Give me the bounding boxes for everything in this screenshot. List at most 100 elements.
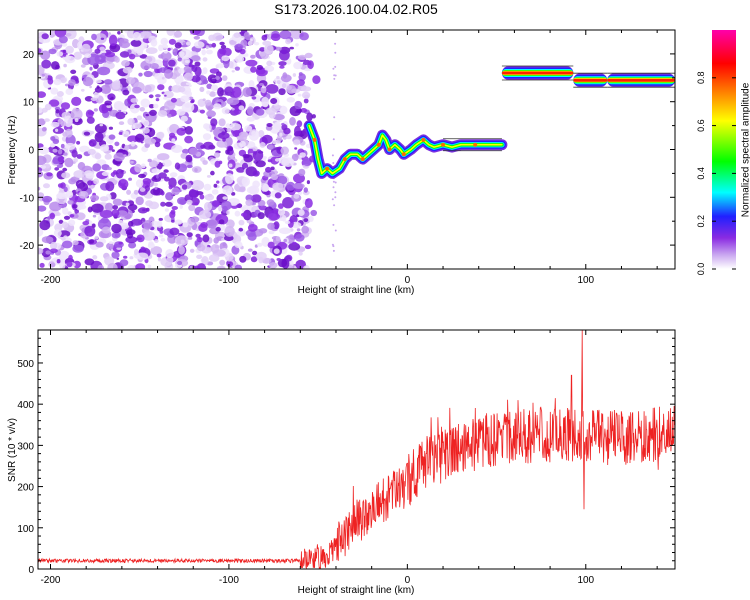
noise-blob xyxy=(334,65,337,68)
noise-blob xyxy=(208,43,213,48)
noise-blob xyxy=(246,116,255,122)
noise-blob xyxy=(281,215,287,222)
noise-blob xyxy=(236,135,244,141)
noise-blob xyxy=(171,138,176,144)
noise-blob xyxy=(311,114,316,119)
noise-blob xyxy=(44,118,50,122)
noise-blob xyxy=(50,87,59,95)
noise-blob xyxy=(118,179,129,189)
noise-blob xyxy=(194,202,199,206)
noise-blob xyxy=(41,107,48,113)
noise-blob xyxy=(68,79,76,86)
noise-blob xyxy=(202,57,208,62)
noise-blob xyxy=(127,144,138,150)
noise-blob xyxy=(73,260,81,269)
noise-blob xyxy=(265,84,279,94)
noise-blob xyxy=(73,51,82,60)
noise-blob xyxy=(108,134,116,140)
noise-blob xyxy=(191,166,202,174)
noise-blob xyxy=(186,90,192,98)
noise-blob xyxy=(94,132,104,143)
figure-title: S173.2026.100.04.02.R05 xyxy=(274,1,438,17)
ridge-point xyxy=(421,137,426,142)
noise-blob xyxy=(85,172,95,179)
noise-blob xyxy=(274,121,281,130)
noise-blob xyxy=(49,30,57,37)
noise-blob xyxy=(292,73,297,77)
noise-blob xyxy=(296,120,303,128)
noise-blob xyxy=(111,209,120,218)
noise-blob xyxy=(47,77,54,85)
colorbar-tick-label: 0.8 xyxy=(696,72,706,85)
noise-blob xyxy=(210,244,220,254)
noise-blob xyxy=(89,66,93,71)
noise-blob xyxy=(89,239,95,244)
noise-blob xyxy=(148,94,154,99)
noise-blob xyxy=(255,108,265,116)
noise-blob xyxy=(127,265,136,269)
noise-blob xyxy=(308,215,314,222)
noise-blob xyxy=(92,255,98,260)
noise-blob xyxy=(224,86,234,96)
noise-blob xyxy=(38,48,42,54)
noise-blob xyxy=(222,242,227,247)
noise-blob xyxy=(245,194,254,202)
noise-blob xyxy=(140,118,145,123)
noise-blob xyxy=(299,33,304,37)
noise-blob xyxy=(216,265,226,269)
noise-blob xyxy=(183,72,193,81)
noise-blob xyxy=(57,156,66,163)
noise-blob xyxy=(134,104,140,109)
noise-blob xyxy=(129,103,140,114)
noise-blob xyxy=(178,68,185,74)
noise-blob xyxy=(161,44,169,49)
noise-blob xyxy=(234,66,240,71)
noise-blob xyxy=(67,200,74,205)
noise-blob xyxy=(55,212,61,217)
noise-blob xyxy=(38,205,47,212)
noise-blob xyxy=(182,41,186,45)
noise-blob xyxy=(107,262,118,269)
noise-blob xyxy=(239,206,246,210)
noise-blob xyxy=(145,47,158,54)
noise-blob xyxy=(227,146,234,152)
noise-blob xyxy=(245,199,253,206)
noise-blob xyxy=(132,31,142,41)
noise-blob xyxy=(191,55,201,62)
noise-blob xyxy=(84,96,94,102)
noise-blob xyxy=(189,248,195,253)
noise-blob xyxy=(144,85,152,93)
noise-blob xyxy=(332,180,335,183)
noise-blob xyxy=(105,181,115,192)
colorbar: 0.0 0.2 0.4 0.6 0.8 Normalized spectral ampl… xyxy=(696,30,750,275)
noise-blob xyxy=(191,180,205,191)
y-tick-label: -10 xyxy=(20,193,35,204)
noise-blob xyxy=(280,74,292,83)
noise-blob xyxy=(123,255,128,259)
noise-blob xyxy=(298,72,303,76)
noise-blob xyxy=(94,86,103,93)
noise-blob xyxy=(304,198,313,209)
noise-blob xyxy=(266,123,273,127)
noise-blob xyxy=(211,200,220,207)
x-tick-label: 0 xyxy=(405,575,411,586)
noise-blob xyxy=(218,205,223,212)
noise-blob xyxy=(297,93,302,97)
noise-blob xyxy=(274,158,280,162)
noise-blob xyxy=(122,89,130,96)
y-tick-label: 300 xyxy=(17,441,34,452)
noise-blob xyxy=(158,54,164,59)
noise-blob xyxy=(283,127,291,135)
noise-blob xyxy=(84,225,96,237)
noise-blob xyxy=(276,135,283,142)
noise-blob xyxy=(279,132,283,137)
noise-blob xyxy=(77,204,87,210)
noise-blob xyxy=(259,47,266,52)
noise-blob xyxy=(129,256,134,260)
y-tick-label: 0 xyxy=(28,565,34,576)
noise-blob xyxy=(190,100,195,104)
noise-blob xyxy=(300,108,308,113)
noise-blob xyxy=(248,80,255,89)
noise-blob xyxy=(306,112,313,122)
noise-blob xyxy=(230,201,238,206)
